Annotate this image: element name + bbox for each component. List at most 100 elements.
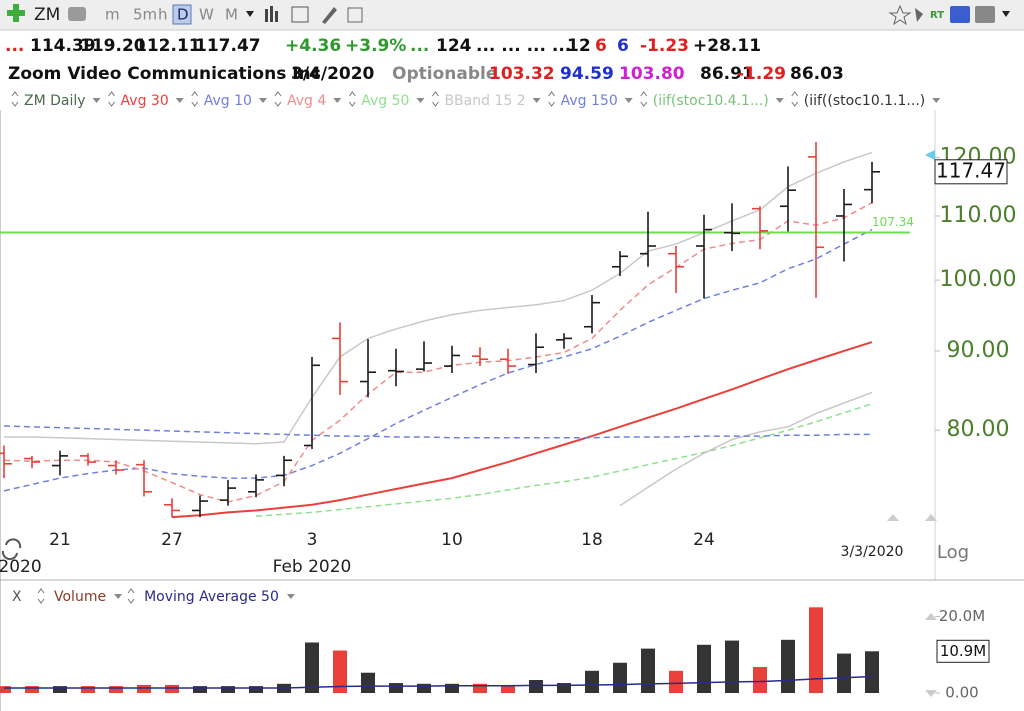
volume-bar (417, 683, 431, 693)
favorite-icon[interactable] (888, 4, 912, 26)
volume-bar (193, 686, 207, 693)
legend-toggle[interactable] (640, 91, 648, 107)
x-tick-label: 18 (581, 530, 603, 550)
legend-toggle[interactable] (548, 91, 556, 107)
legend-toggle[interactable] (127, 588, 135, 604)
s-icon[interactable] (950, 6, 970, 23)
indicator-line (4, 151, 873, 445)
volume-bar (725, 640, 739, 693)
quote-field: 86.91 (700, 64, 754, 84)
interval-button[interactable]: m (105, 6, 120, 24)
y-tick-label: 100.00 (940, 267, 1017, 292)
volume-bar (305, 642, 319, 693)
legend-dropdown[interactable] (333, 98, 342, 103)
volume-bar (837, 653, 851, 693)
legend-toggle[interactable] (191, 91, 199, 107)
legend-entry[interactable]: Moving Average 50 (144, 589, 279, 605)
link-icon[interactable] (68, 7, 86, 21)
volume-bar (165, 684, 179, 693)
volume-bar (361, 672, 375, 693)
volume-bar (0, 686, 11, 693)
legend-entry[interactable]: Volume (54, 589, 106, 605)
scroll-up[interactable] (887, 514, 899, 521)
quote-field: ... (5, 36, 24, 56)
quote-field: 6 (595, 36, 607, 56)
legend-entry[interactable]: (iif((stoc10.1.1...) (804, 93, 925, 109)
quote-field: 103.32 (489, 64, 555, 84)
icon-part (270, 6, 273, 22)
refresh-icon[interactable] (1, 538, 22, 561)
legend-toggle[interactable] (348, 91, 356, 107)
horizontal-line-label: 107.34 (872, 215, 914, 229)
grid-icon[interactable] (291, 6, 309, 23)
legend-dropdown[interactable] (932, 98, 941, 103)
note-icon[interactable] (347, 7, 363, 23)
legend-entry[interactable]: Avg 4 (287, 93, 326, 109)
y-tick-label: 110.00 (940, 203, 1017, 228)
legend-entry[interactable]: Avg 150 (561, 93, 618, 109)
more-dropdown[interactable] (1002, 11, 1010, 17)
legend-dropdown[interactable] (416, 98, 425, 103)
volume-bar (333, 650, 347, 693)
quote-field: +3.9% (345, 36, 406, 56)
quote-field: 103.80 (619, 64, 685, 84)
legend-entry[interactable]: ZM Daily (24, 93, 86, 109)
legend-dropdown[interactable] (624, 98, 633, 103)
interval-button[interactable]: M (225, 6, 238, 24)
legend-entry[interactable]: Avg 10 (204, 93, 252, 109)
last-price-box (934, 159, 1008, 185)
quote-field: 117.47 (195, 36, 261, 56)
quote-field: +4.36 (285, 36, 341, 56)
legend-toggle[interactable] (37, 588, 45, 604)
legend-toggle[interactable] (432, 91, 439, 107)
legend-dropdown[interactable] (286, 594, 295, 599)
t-icon[interactable] (975, 6, 995, 23)
legend-toggle[interactable] (274, 91, 282, 107)
scroll-up[interactable] (925, 514, 937, 521)
interval-button[interactable]: W (199, 6, 214, 24)
volume-bar (249, 686, 263, 693)
interval-button[interactable]: h (158, 6, 168, 24)
volume-bar (641, 648, 655, 693)
legend-entry[interactable]: (iif(stoc10.4.1...) (653, 93, 769, 109)
scroll-down[interactable] (925, 690, 937, 697)
legend-entry[interactable]: Avg 50 (361, 93, 409, 109)
legend-entry[interactable]: Avg 30 (121, 93, 169, 109)
scale-toggle[interactable]: Log (937, 542, 969, 563)
symbol[interactable]: ZM (34, 5, 60, 25)
legend-dropdown[interactable] (258, 98, 267, 103)
bar-chart-icon[interactable] (265, 6, 278, 22)
scroll-up[interactable] (925, 613, 937, 620)
legend-dropdown[interactable] (114, 594, 123, 599)
x-period-label: 2020 (0, 557, 42, 577)
interval-button[interactable]: D (177, 6, 189, 24)
volume-bar (25, 686, 39, 693)
volume-bar (865, 651, 879, 693)
quote-field: 114.39 (30, 36, 96, 56)
legend-dropdown[interactable] (532, 98, 541, 103)
interval-button[interactable]: 5m (133, 6, 157, 24)
volume-bar (389, 683, 403, 693)
legend-toggle[interactable] (791, 91, 799, 107)
volume-bar (81, 686, 95, 693)
active-interval-box (172, 4, 192, 25)
quote-field: +28.11 (693, 36, 761, 56)
x-tick-label: 27 (161, 530, 183, 550)
quote-field: ... (410, 36, 429, 56)
legend-dropdown[interactable] (175, 98, 184, 103)
quote-field: -1.29 (737, 64, 786, 84)
legend-dropdown[interactable] (775, 98, 784, 103)
legend-entry[interactable]: BBand 15 2 (444, 93, 525, 109)
legend-toggle[interactable] (11, 91, 19, 107)
legend-toggle[interactable] (108, 91, 115, 107)
quote-field: 3/4/2020 (291, 64, 375, 84)
flag-icon[interactable] (915, 8, 923, 22)
interval-dropdown[interactable] (246, 11, 254, 17)
add-symbol-button[interactable] (7, 4, 25, 22)
volume-bar (109, 686, 123, 693)
legend-dropdown[interactable] (92, 98, 101, 103)
draw-icon[interactable] (322, 7, 337, 24)
close-panel-button[interactable]: X (12, 589, 22, 605)
rt-icon[interactable]: RT (930, 10, 944, 21)
